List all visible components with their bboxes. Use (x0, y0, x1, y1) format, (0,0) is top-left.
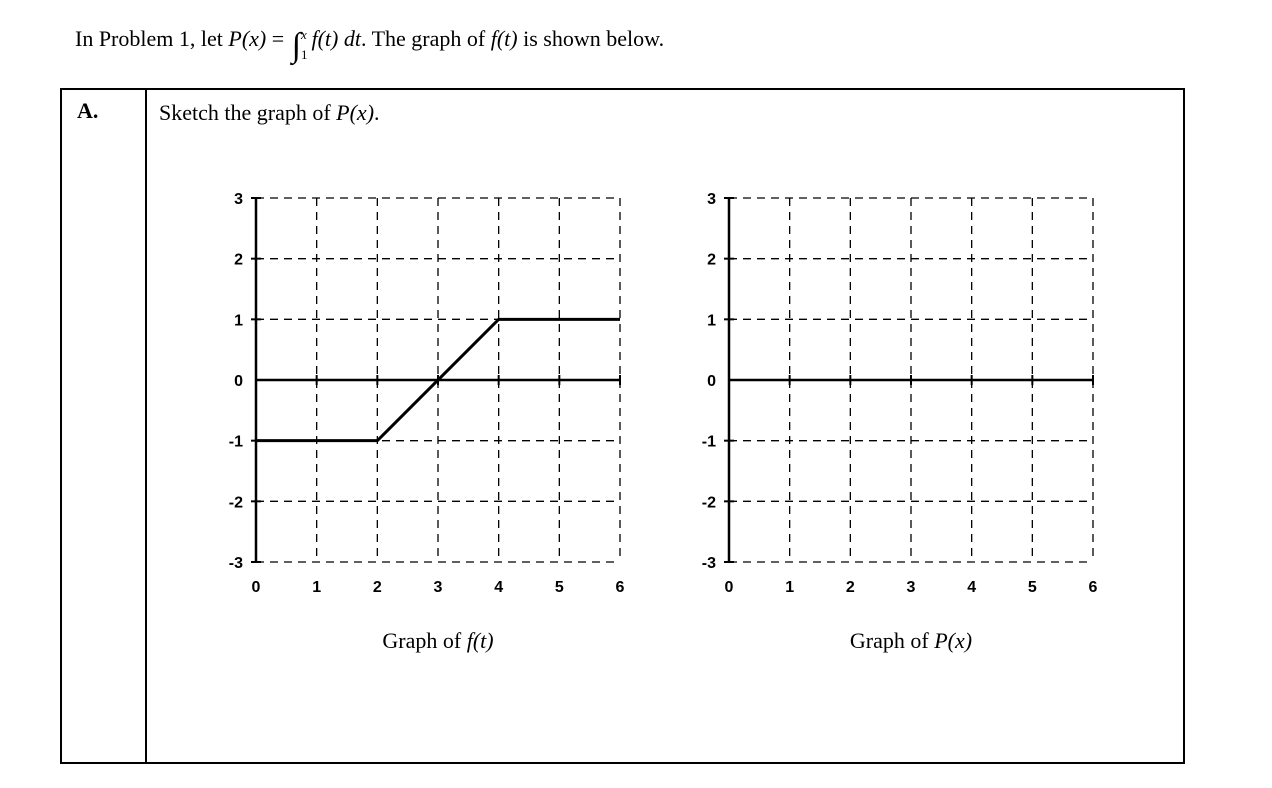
f-graph-plot: 3 2 1 0 -1 -2 -3 0 1 2 3 4 5 6 (229, 191, 625, 596)
caption-math: f(t) (466, 628, 494, 653)
integral-expression: ∫ x 1 (292, 27, 308, 65)
instruction-math: P(x) (336, 100, 375, 125)
caption-prefix: Graph of (849, 628, 935, 653)
worksheet-page: In Problem 1, let P(x) = ∫ x 1 f(t) dt. The… (0, 18, 1272, 764)
x-tick-label: 2 (373, 579, 382, 596)
statement-text-tail: is shown below. (517, 26, 665, 51)
x-tick-label: 4 (494, 579, 503, 596)
y-tick-label: -2 (229, 494, 243, 511)
x-tick-label: 3 (907, 579, 916, 596)
function-curve (256, 317, 620, 443)
y-tick-label: 0 (707, 373, 716, 390)
caption-prefix: Graph of (382, 628, 467, 653)
caption-math: P(x) (934, 628, 973, 653)
integral-lower-limit: 1 (300, 47, 308, 62)
x-tick-label: 2 (846, 579, 855, 596)
p-graph-caption: Graph of P(x) (729, 628, 1093, 654)
statement-text-after: . The graph of (360, 26, 491, 51)
graph-f-of-t: 3 2 1 0 -1 -2 -3 0 1 2 3 4 5 6 Graph of f(t) (210, 184, 626, 654)
p-graph-plot: 3 2 1 0 -1 -2 -3 0 1 2 3 4 5 6 (702, 191, 1098, 596)
math-integrand: f(t) dt (311, 26, 361, 51)
answer-cell: Sketch the graph of P(x). 3 2 1 0 -1 -2 -3 0 1 2 3… (147, 90, 1183, 762)
instruction-prefix: Sketch the graph of (159, 100, 337, 125)
y-tick-label: -1 (229, 434, 243, 451)
integral-upper-limit: x (300, 27, 307, 42)
x-tick-label: 6 (616, 579, 625, 596)
y-tick-label: 3 (234, 191, 243, 208)
x-tick-label: 5 (1028, 579, 1037, 596)
x-tick-label: 0 (252, 579, 261, 596)
y-tick-label: -2 (702, 494, 716, 511)
math-P-of-x: P(x) (228, 26, 267, 51)
row-label-cell: A. (62, 90, 147, 762)
x-tick-label: 1 (312, 579, 321, 596)
math-f-of-t: f(t) (490, 26, 518, 51)
x-tick-label: 3 (434, 579, 443, 596)
graph-P-of-x: 3 2 1 0 -1 -2 -3 0 1 2 3 4 5 6 Graph of P(x) (683, 184, 1099, 654)
y-tick-label: -1 (702, 434, 716, 451)
graphs-row: 3 2 1 0 -1 -2 -3 0 1 2 3 4 5 6 Graph of f(t) 3 2 1 0 -1 -2… (210, 184, 1183, 654)
y-tick-label: 0 (234, 373, 243, 390)
problem-table: A. Sketch the graph of P(x). 3 2 1 0 -1 -2 -3 0… (60, 88, 1185, 764)
x-tick-label: 5 (555, 579, 564, 596)
statement-text-before: In Problem 1, let (75, 26, 229, 51)
y-tick-label: 1 (234, 312, 243, 329)
y-tick-label: 3 (707, 191, 716, 208)
integral-sign: ∫ (291, 27, 301, 64)
y-tick-label: 1 (707, 312, 716, 329)
y-tick-label: 2 (234, 252, 243, 269)
x-tick-label: 6 (1089, 579, 1098, 596)
y-tick-label: 2 (707, 252, 716, 269)
y-tick-label: -3 (702, 555, 716, 572)
instruction-text: Sketch the graph of P(x). (159, 98, 1183, 128)
statement-equals: = (266, 26, 290, 51)
x-tick-label: 0 (725, 579, 734, 596)
row-label: A. (77, 98, 99, 123)
x-tick-label: 1 (785, 579, 794, 596)
x-tick-label: 4 (967, 579, 976, 596)
y-tick-label: -3 (229, 555, 243, 572)
f-graph-caption: Graph of f(t) (256, 628, 620, 654)
instruction-suffix: . (374, 100, 380, 125)
problem-statement: In Problem 1, let P(x) = ∫ x 1 f(t) dt. The… (75, 18, 1272, 65)
